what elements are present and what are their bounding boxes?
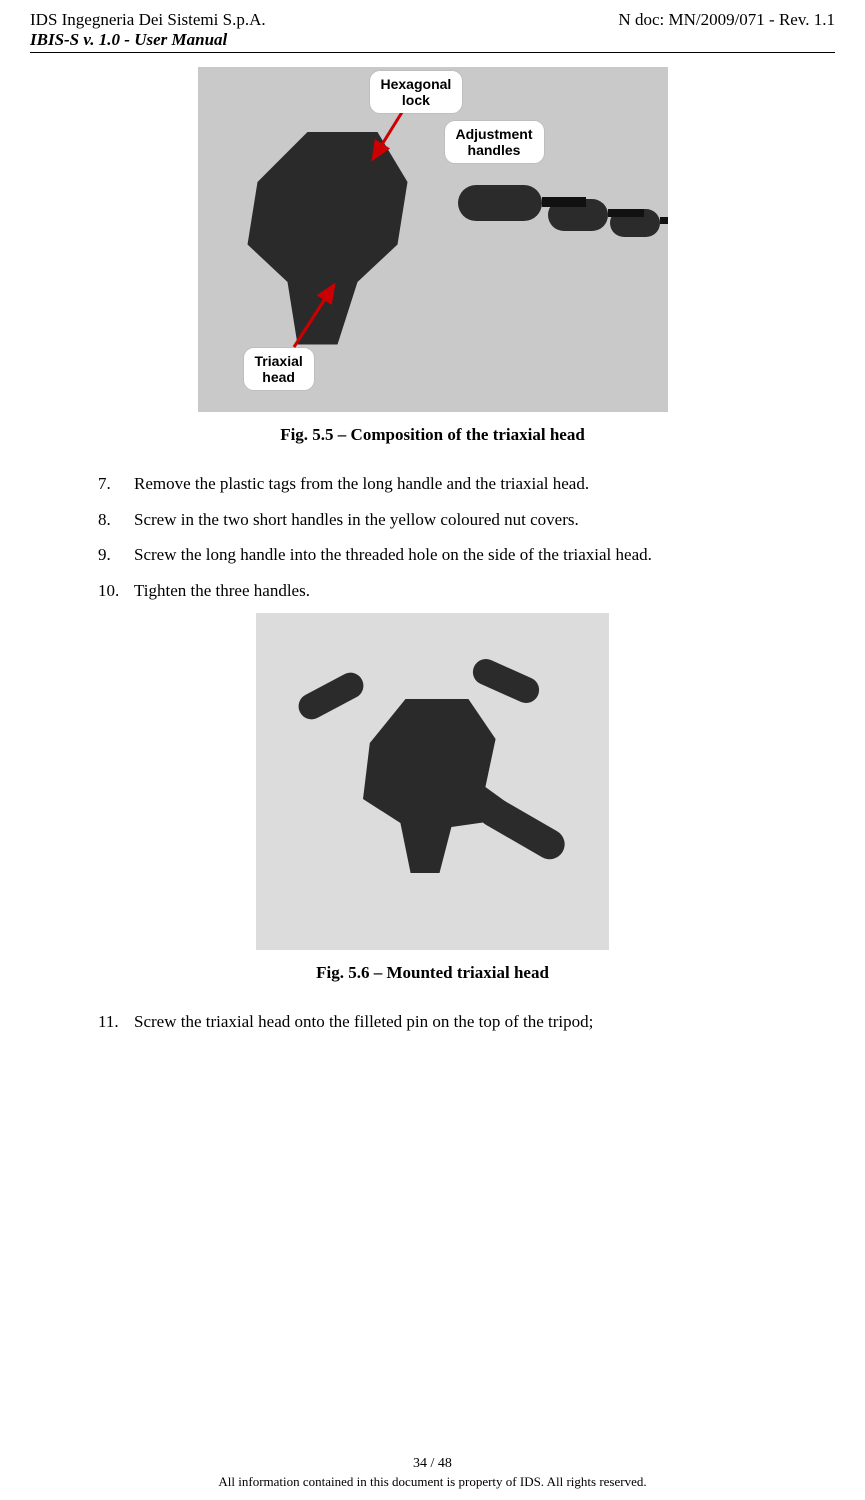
list-text: Remove the plastic tags from the long ha…	[134, 471, 589, 497]
list-text: Tighten the three handles.	[134, 578, 310, 604]
list-number: 8.	[98, 507, 134, 533]
list-number: 11.	[98, 1009, 134, 1035]
mounted-handle-3	[473, 791, 570, 864]
mounted-handle-2	[469, 655, 544, 707]
list-number: 10.	[98, 578, 134, 604]
callout-triaxial-head: Triaxialhead	[244, 348, 314, 390]
mounted-head-body	[346, 683, 516, 883]
list-item: 7. Remove the plastic tags from the long…	[98, 471, 825, 497]
figure-5-5-caption: Fig. 5.5 – Composition of the triaxial h…	[30, 425, 835, 445]
list-item: 9. Screw the long handle into the thread…	[98, 542, 825, 568]
company-name: IDS Ingegneria Dei Sistemi S.p.A.	[30, 10, 266, 30]
page-footer: 34 / 48 All information contained in thi…	[0, 1456, 865, 1490]
list-number: 7.	[98, 471, 134, 497]
figure-5-6-caption: Fig. 5.6 – Mounted triaxial head	[30, 963, 835, 983]
manual-title: IBIS-S v. 1.0 - User Manual	[30, 30, 266, 50]
list-item: 8. Screw in the two short handles in the…	[98, 507, 825, 533]
list-text: Screw the triaxial head onto the fillete…	[134, 1009, 593, 1035]
list-item: 10. Tighten the three handles.	[98, 578, 825, 604]
list-item: 11. Screw the triaxial head onto the fil…	[98, 1009, 825, 1035]
instruction-list-b: 11. Screw the triaxial head onto the fil…	[98, 1009, 825, 1035]
figure-5-6-image	[256, 613, 609, 950]
callout-hexagonal-lock: Hexagonallock	[370, 71, 463, 113]
page-header: IDS Ingegneria Dei Sistemi S.p.A. IBIS-S…	[30, 10, 835, 50]
figure-5-5-image: Hexagonallock Adjustmenthandles Triaxial…	[198, 67, 668, 412]
doc-number: N doc: MN/2009/071 - Rev. 1.1	[618, 10, 835, 30]
instruction-list-a: 7. Remove the plastic tags from the long…	[98, 471, 825, 603]
page-number: 34 / 48	[0, 1456, 865, 1472]
header-rule	[30, 52, 835, 53]
list-text: Screw in the two short handles in the ye…	[134, 507, 579, 533]
footer-rights: All information contained in this docume…	[0, 1474, 865, 1490]
figure-5-5: Hexagonallock Adjustmenthandles Triaxial…	[30, 67, 835, 445]
list-number: 9.	[98, 542, 134, 568]
figure-5-6: Fig. 5.6 – Mounted triaxial head	[30, 613, 835, 983]
list-text: Screw the long handle into the threaded …	[134, 542, 652, 568]
mounted-handle-1	[294, 668, 368, 724]
callout-adjustment-handles: Adjustmenthandles	[445, 121, 544, 163]
